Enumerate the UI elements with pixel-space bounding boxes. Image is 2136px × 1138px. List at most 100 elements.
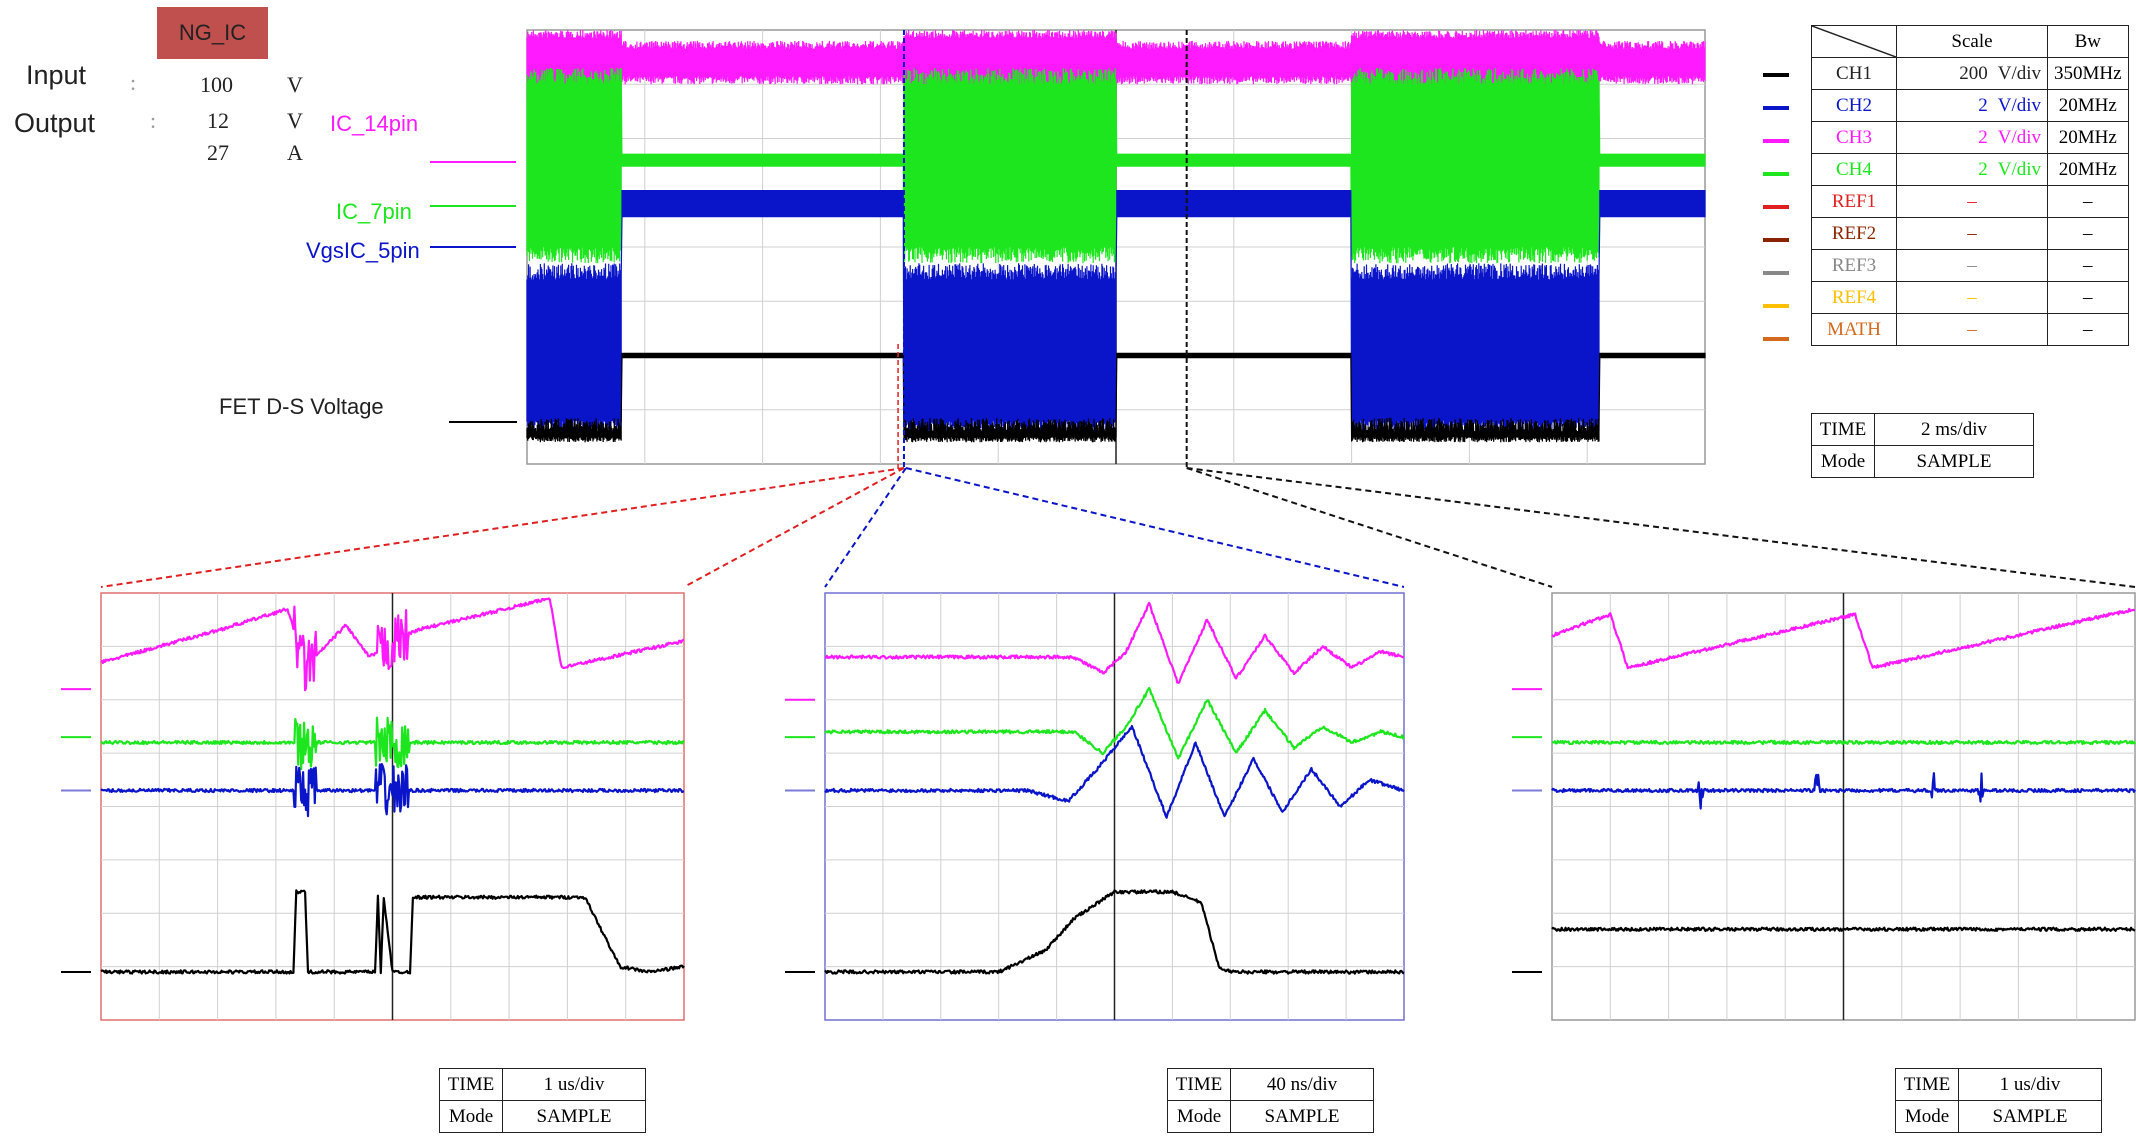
series-ch4 — [824, 686, 1405, 760]
trace-label-ch3: IC_14pin — [330, 111, 419, 136]
channel-row: CH2 2 V/div 20MHz — [1811, 89, 2129, 122]
tag-label: NG_IC — [157, 7, 268, 59]
channel-name: REF4 — [1811, 281, 1897, 314]
channel-name: CH2 — [1811, 89, 1897, 122]
zoom-chart-1 — [61, 592, 685, 1021]
channel-swatch — [1763, 205, 1789, 209]
connector-zoom3-left — [1186, 467, 1553, 588]
channel-name: MATH — [1811, 313, 1897, 346]
channel-scale: 2 V/div — [1896, 89, 2048, 122]
channel-bw: – — [2047, 217, 2129, 250]
output-label: Output — [14, 108, 96, 138]
time-label: TIME — [1895, 1068, 1959, 1101]
mode-value: SAMPLE — [1874, 445, 2034, 478]
mode-label: Mode — [1895, 1100, 1959, 1133]
channel-bw: 20MHz — [2047, 153, 2129, 186]
series-ch3 — [824, 601, 1405, 684]
channel-row: CH4 2 V/div 20MHz — [1811, 153, 2129, 186]
channel-scale-value: 2 — [1978, 158, 1988, 180]
series-ch1 — [1551, 926, 2136, 932]
channel-scale: – — [1896, 185, 2048, 218]
input-value: 100 — [200, 72, 233, 97]
channel-row: MATH – – — [1811, 313, 2129, 346]
channel-scale: – — [1896, 313, 2048, 346]
channel-bw: 20MHz — [2047, 121, 2129, 154]
mode-label: Mode — [1811, 445, 1875, 478]
channel-scale-unit: V/div — [1997, 126, 2041, 148]
channel-swatch — [1763, 106, 1789, 110]
series-ch1 — [824, 889, 1405, 975]
table-corner-diagonal — [1812, 26, 1896, 57]
time-label: TIME — [1811, 413, 1875, 446]
channel-bw: – — [2047, 249, 2129, 282]
series-ch4 — [526, 67, 1706, 264]
series-ch1 — [526, 352, 1706, 443]
channel-swatch — [1763, 271, 1789, 275]
time-value: 1 us/div — [502, 1068, 646, 1101]
channel-bw: 350MHz — [2047, 57, 2129, 90]
trace-marker-ch1 — [449, 421, 517, 423]
table-corner-cell — [1811, 25, 1897, 58]
channel-scale: – — [1896, 249, 2048, 282]
channel-scale-unit: V/div — [1997, 62, 2041, 84]
channel-scale-value: – — [1967, 318, 1977, 340]
channel-scale-value: – — [1967, 222, 1977, 244]
connector-zoom1-right — [683, 467, 905, 588]
channel-scale-value: 2 — [1978, 94, 1988, 116]
time-label: TIME — [439, 1068, 503, 1101]
mode-value: SAMPLE — [1230, 1100, 1374, 1133]
channel-swatch — [1763, 172, 1789, 176]
channel-scale-unit: V/div — [1997, 94, 2041, 116]
channel-scale: 2 V/div — [1896, 121, 2048, 154]
trace-label-ch4: IC_7pin — [336, 199, 412, 224]
series-ch2 — [1551, 772, 2136, 810]
channel-scale-value: – — [1967, 254, 1977, 276]
channel-scale-value: 2 — [1978, 126, 1988, 148]
time-table-zoom1: TIME 1 us/div Mode SAMPLE — [439, 1068, 646, 1133]
connector-zoom2-right — [905, 467, 1405, 588]
mode-label: Mode — [439, 1100, 503, 1133]
output-voltage-unit: V — [287, 108, 303, 133]
channel-swatch — [1763, 139, 1789, 143]
time-table-zoom2: TIME 40 ns/div Mode SAMPLE — [1167, 1068, 1374, 1133]
trace-marker-ch2 — [430, 246, 516, 248]
time-value: 40 ns/div — [1230, 1068, 1374, 1101]
input-label: Input — [26, 60, 87, 90]
channel-scale-value: 200 — [1959, 62, 1988, 84]
channel-swatch — [1763, 238, 1789, 242]
channel-row: REF3 – – — [1811, 249, 2129, 282]
channel-swatch — [1763, 337, 1789, 341]
output-current-unit: A — [287, 140, 303, 165]
channel-scale-value: – — [1967, 286, 1977, 308]
colon-2: : — [150, 108, 157, 133]
channel-name: CH1 — [1811, 57, 1897, 90]
zoom-chart-3 — [1512, 592, 2136, 1021]
channel-name: REF3 — [1811, 249, 1897, 282]
output-current-value: 27 — [207, 140, 229, 165]
input-unit: V — [287, 72, 303, 97]
trace-marker-ch4 — [430, 205, 516, 207]
series-ch4 — [1551, 739, 2136, 746]
series-ch1 — [100, 889, 685, 975]
main-chart — [526, 29, 1706, 470]
time-value: 2 ms/div — [1874, 413, 2034, 446]
series-ch2 — [824, 724, 1405, 819]
series-ch3 — [1551, 607, 2136, 670]
trace-marker-ch3 — [430, 161, 516, 163]
colon-1: : — [130, 70, 137, 95]
channel-scale-unit: V/div — [1997, 158, 2041, 180]
series-ch2 — [100, 763, 685, 818]
channel-row: CH1 200 V/div 350MHz — [1811, 57, 2129, 90]
channel-scale: 2 V/div — [1896, 153, 2048, 186]
time-value: 1 us/div — [1958, 1068, 2102, 1101]
connector-zoom1-left — [100, 467, 905, 588]
channel-name: REF1 — [1811, 185, 1897, 218]
scale-header: Scale — [1896, 25, 2048, 58]
channel-swatch — [1763, 73, 1789, 77]
mode-value: SAMPLE — [502, 1100, 646, 1133]
series-ch4 — [100, 716, 685, 771]
trace-label-ch1: FET D-S Voltage — [219, 394, 384, 419]
time-table-main: TIME 2 ms/div Mode SAMPLE — [1811, 413, 2034, 478]
channel-scale: 200 V/div — [1896, 57, 2048, 90]
